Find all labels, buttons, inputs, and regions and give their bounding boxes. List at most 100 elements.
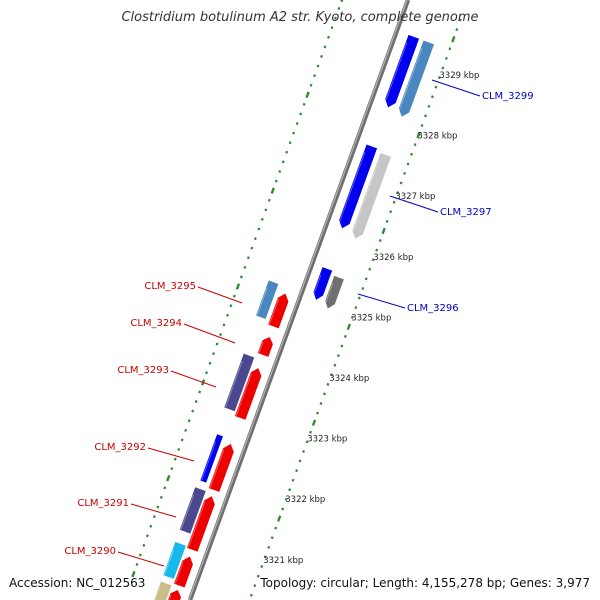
gene-feature — [178, 486, 207, 535]
gene-label: CLM_3299 — [482, 91, 534, 102]
tick-mark — [163, 486, 167, 490]
tick-mark — [323, 45, 327, 49]
tick-mark — [138, 553, 142, 557]
tick-mark — [313, 74, 317, 78]
tick-mark — [292, 131, 296, 135]
tick-mark — [184, 428, 188, 432]
tick-mark — [212, 352, 215, 356]
gene-label: CLM_3296 — [407, 303, 459, 314]
gene-label: CLM_3293 — [117, 365, 169, 376]
tick-mark — [288, 488, 292, 492]
gene-label: CLM_3297 — [440, 207, 492, 218]
tick-mark — [378, 239, 382, 243]
tick-mark — [364, 277, 368, 281]
tick-mark — [354, 306, 358, 310]
tick-mark — [291, 478, 295, 482]
tick-mark — [170, 467, 174, 471]
tick-mark — [156, 505, 160, 509]
tick-mark — [260, 217, 264, 221]
tick-mark — [455, 28, 459, 32]
tick-mark — [396, 191, 400, 195]
tick-mark — [278, 169, 282, 173]
tick-mark — [413, 143, 417, 147]
tick-mark — [246, 256, 250, 260]
tick-mark — [311, 419, 317, 426]
gene-feature — [254, 279, 280, 321]
tick-mark — [309, 430, 312, 434]
tick-mark — [410, 152, 413, 156]
tick-mark — [152, 515, 156, 519]
tick-mark — [229, 304, 233, 308]
tick-mark — [191, 409, 195, 413]
map-title: Clostridium botulinum A2 str. Kyoto, com… — [121, 10, 478, 25]
tick-mark — [302, 102, 306, 106]
tick-mark — [420, 123, 424, 127]
gene-feature — [173, 555, 194, 589]
accession-text: Accession: NC_012563 — [9, 576, 145, 590]
tick-mark — [285, 150, 289, 154]
gene-leader-line — [147, 447, 195, 462]
tick-mark — [424, 114, 427, 118]
tick-mark — [336, 354, 340, 358]
gene-feature — [233, 366, 263, 421]
tick-mark — [267, 545, 271, 549]
tick-mark — [406, 162, 410, 166]
tick-mark — [309, 83, 313, 87]
tick-mark — [320, 54, 323, 58]
tick-mark — [159, 495, 163, 499]
gene-feature — [162, 540, 187, 580]
tick-mark — [263, 555, 267, 559]
kbp-label: 3327 kbp — [395, 192, 435, 202]
tick-mark — [270, 187, 275, 194]
backbone — [187, 0, 411, 600]
tick-mark — [267, 198, 271, 202]
tick-mark — [145, 534, 149, 538]
tick-mark — [375, 248, 379, 252]
tick-mark — [389, 210, 393, 214]
tick-mark — [319, 402, 323, 406]
tick-mark — [302, 449, 305, 453]
tick-mark — [448, 47, 452, 51]
gene-feature — [323, 274, 345, 310]
tick-mark — [166, 475, 171, 482]
kbp-label: 3321 kbp — [263, 556, 303, 566]
tick-mark — [260, 564, 264, 568]
tick-mark — [434, 85, 438, 89]
tick-mark — [173, 457, 177, 461]
tick-mark — [327, 35, 330, 39]
tick-mark — [277, 515, 282, 522]
tick-mark — [334, 16, 337, 20]
tick-mark — [437, 76, 441, 80]
tick-mark — [253, 237, 257, 241]
kbp-label: 3329 kbp — [439, 71, 479, 81]
tick-mark — [187, 419, 191, 423]
tick-mark — [326, 382, 330, 386]
tick-mark — [219, 332, 222, 336]
tick-mark — [340, 0, 344, 3]
tick-mark — [368, 267, 372, 271]
tick-mark — [427, 104, 431, 108]
gene-feature — [337, 143, 379, 230]
gene-feature — [153, 580, 173, 600]
tick-mark — [222, 323, 226, 327]
tick-mark — [340, 344, 344, 348]
gene-leader-line — [389, 195, 439, 213]
gene-labels: CLM_3299 CLM_3297 CLM_3296 CLM_3295 CLM_3294… — [64, 91, 533, 557]
tick-mark — [208, 361, 212, 365]
tick-mark — [264, 208, 268, 212]
kbp-label: 3326 kbp — [373, 253, 413, 263]
gene-feature — [186, 495, 216, 553]
kbp-labels: 3329 kbp 3328 kbp 3327 kbp 3326 kbp 3325 kbp… — [263, 71, 479, 566]
backbone-highlight — [188, 0, 408, 600]
gene-feature — [207, 442, 235, 493]
tick-marks — [131, 0, 462, 597]
tick-mark — [149, 524, 153, 528]
gene-leader-line — [170, 370, 217, 388]
gene-feature — [383, 33, 421, 109]
tick-mark — [305, 440, 309, 444]
tick-mark — [284, 497, 288, 501]
tick-mark — [177, 447, 181, 452]
tick-mark — [253, 584, 257, 588]
tick-mark — [451, 35, 456, 43]
